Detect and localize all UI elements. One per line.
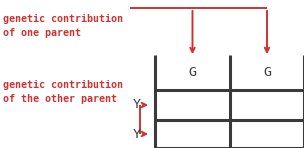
- Text: genetic contribution: genetic contribution: [3, 14, 123, 24]
- Text: genetic contribution: genetic contribution: [3, 80, 123, 90]
- Text: G: G: [188, 66, 196, 79]
- Text: of one parent: of one parent: [3, 28, 81, 38]
- Text: Y: Y: [133, 127, 141, 140]
- Text: G: G: [263, 66, 271, 79]
- Text: of the other parent: of the other parent: [3, 94, 117, 104]
- Text: Y: Y: [133, 99, 141, 111]
